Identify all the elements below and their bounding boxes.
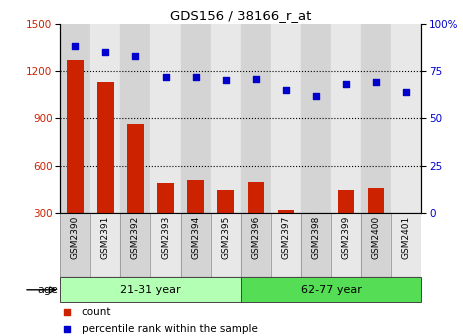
Bar [97, 82, 113, 213]
Bar [120, 24, 150, 213]
Bar [150, 213, 181, 277]
Text: GSM2390: GSM2390 [71, 215, 80, 259]
Bar [60, 24, 90, 213]
Bar [181, 213, 211, 277]
Text: GSM2392: GSM2392 [131, 215, 140, 258]
Point [403, 89, 410, 94]
Title: GDS156 / 38166_r_at: GDS156 / 38166_r_at [170, 9, 312, 23]
Point [313, 93, 320, 98]
Bar [361, 24, 391, 213]
Bar [188, 180, 204, 213]
Point [192, 74, 200, 79]
Bar [211, 213, 241, 277]
Bar [391, 24, 421, 213]
Point [343, 82, 350, 87]
Point [303, 96, 310, 102]
Bar [211, 24, 241, 213]
Text: GSM2398: GSM2398 [312, 215, 320, 259]
Point [102, 49, 109, 55]
Bar [368, 188, 384, 213]
Text: age: age [38, 285, 58, 295]
Bar [398, 213, 414, 214]
Point [222, 78, 230, 83]
Text: GSM2395: GSM2395 [221, 215, 230, 259]
Bar [90, 213, 120, 277]
Text: GSM2393: GSM2393 [161, 215, 170, 259]
Text: GSM2397: GSM2397 [282, 215, 290, 259]
Text: 62-77 year: 62-77 year [300, 285, 362, 295]
Bar [361, 213, 391, 277]
Bar [67, 60, 83, 213]
Bar [90, 24, 120, 213]
Text: GSM2394: GSM2394 [191, 215, 200, 258]
Bar [120, 213, 150, 277]
Bar [218, 190, 234, 213]
Bar [301, 213, 331, 277]
Bar [181, 24, 211, 213]
Bar [150, 24, 181, 213]
Text: 21-31 year: 21-31 year [120, 285, 181, 295]
Text: GSM2396: GSM2396 [251, 215, 260, 259]
Bar [248, 182, 264, 213]
Bar [127, 124, 144, 213]
Bar [157, 183, 174, 213]
Bar [331, 24, 361, 213]
Bar [271, 213, 301, 277]
Bar [271, 24, 301, 213]
Bar [391, 213, 421, 277]
Text: GSM2399: GSM2399 [342, 215, 350, 259]
Point [303, 249, 310, 255]
Bar [278, 210, 294, 213]
Bar [338, 190, 354, 213]
Bar [60, 277, 241, 302]
Text: count: count [82, 307, 112, 317]
Bar [241, 277, 421, 302]
Point [373, 80, 380, 85]
Text: GSM2401: GSM2401 [402, 215, 411, 258]
Bar [60, 213, 90, 277]
Bar [241, 213, 271, 277]
Bar [331, 213, 361, 277]
Text: GSM2391: GSM2391 [101, 215, 110, 259]
Bar [308, 213, 324, 214]
Point [72, 44, 79, 49]
Bar [241, 24, 271, 213]
Text: GSM2400: GSM2400 [372, 215, 381, 258]
Point [132, 53, 139, 58]
Point [282, 87, 290, 93]
Text: percentile rank within the sample: percentile rank within the sample [82, 324, 258, 334]
Point [252, 76, 260, 81]
Point [162, 74, 169, 79]
Bar [301, 24, 331, 213]
